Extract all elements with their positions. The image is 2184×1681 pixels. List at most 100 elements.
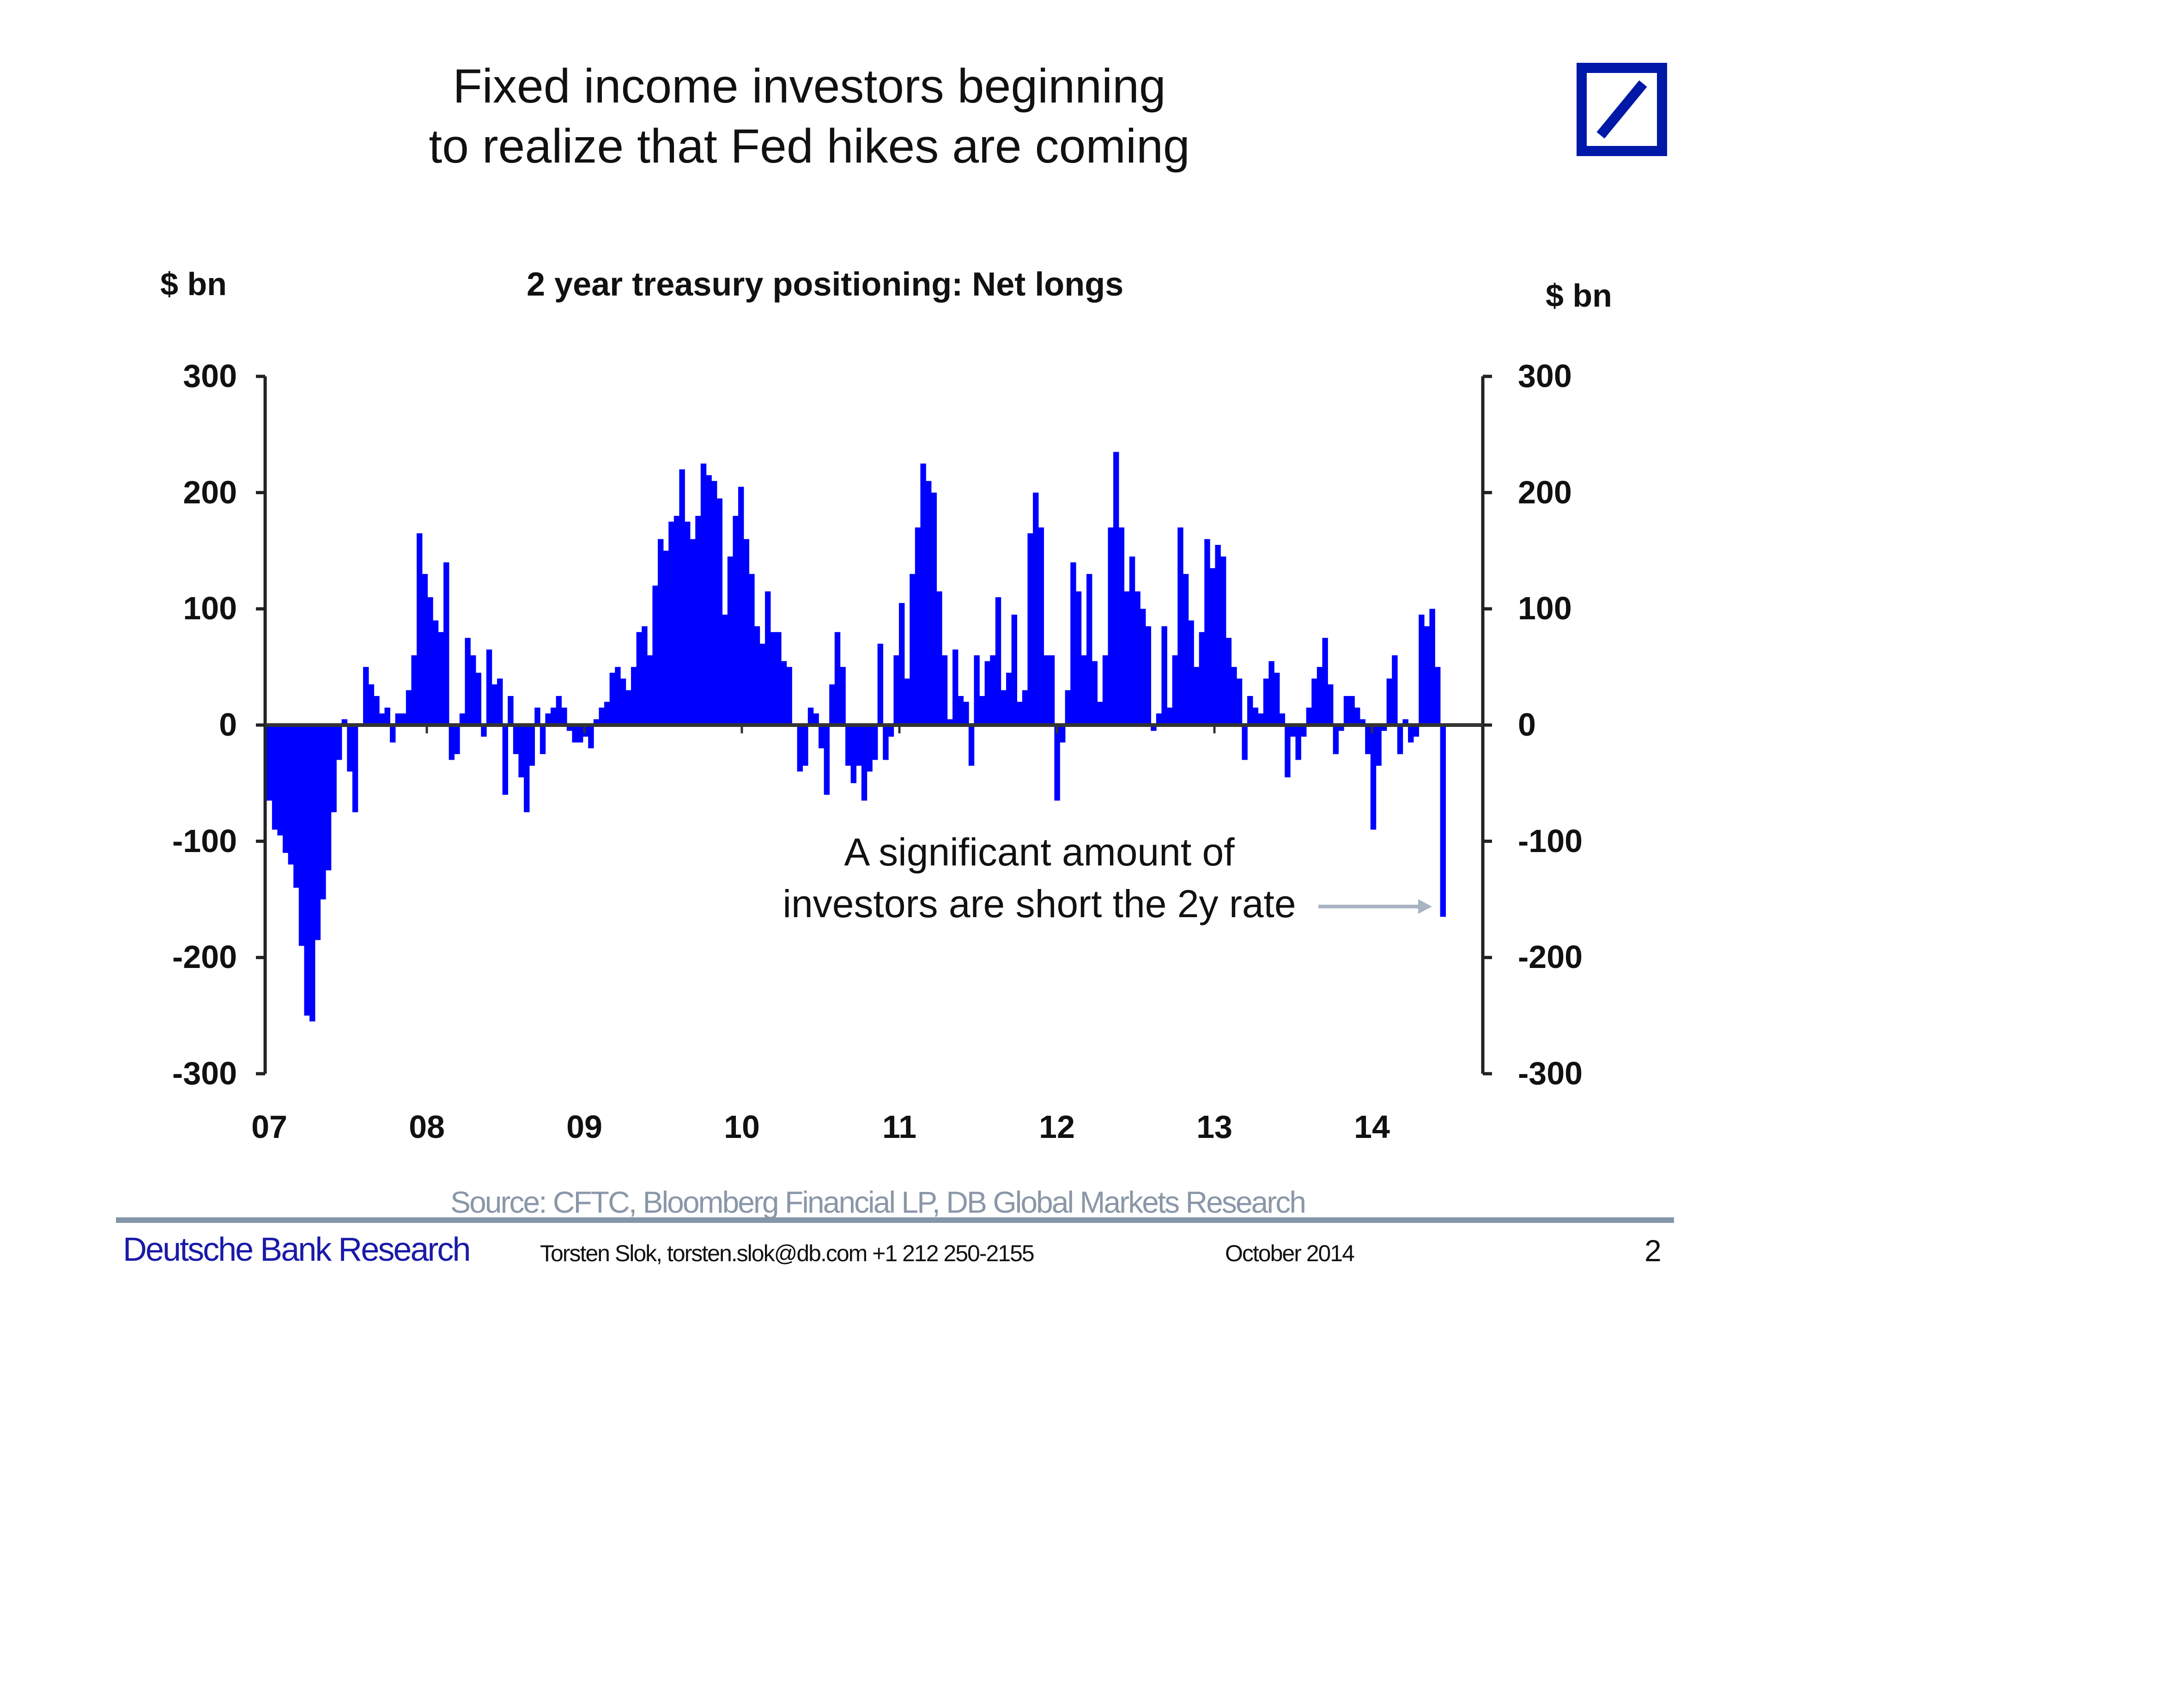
- bar: [941, 655, 948, 725]
- bar: [765, 591, 771, 725]
- bar: [1006, 672, 1012, 725]
- bar: [716, 498, 723, 725]
- bar: [1285, 725, 1291, 778]
- bar: [363, 667, 369, 725]
- bar: [577, 725, 583, 743]
- bar: [561, 707, 567, 725]
- bar: [1220, 556, 1226, 725]
- bar: [1413, 725, 1420, 737]
- bar: [556, 696, 562, 725]
- bar: [615, 667, 621, 725]
- bar: [1408, 725, 1414, 743]
- bar: [336, 725, 342, 760]
- footer-divider: [116, 1217, 1674, 1223]
- bar: [1065, 690, 1071, 725]
- bar: [990, 655, 996, 725]
- bar: [1092, 661, 1098, 725]
- bar: [1204, 539, 1210, 725]
- bar: [1424, 626, 1430, 725]
- bar: [1316, 667, 1323, 725]
- bar: [1081, 655, 1087, 725]
- bar: [845, 725, 851, 766]
- bar: [390, 725, 396, 743]
- bar: [899, 603, 905, 725]
- bar: [1022, 690, 1028, 725]
- bar: [1435, 667, 1441, 725]
- bar: [776, 632, 782, 725]
- right-y-tick-label: 200: [1518, 474, 1572, 510]
- bar: [1279, 713, 1286, 725]
- bar: [331, 725, 337, 812]
- bar: [819, 725, 825, 749]
- bar: [1043, 655, 1050, 725]
- bar: [685, 521, 691, 725]
- bar: [1183, 574, 1189, 725]
- bar: [700, 463, 707, 725]
- bar: [1322, 638, 1328, 725]
- bar: [738, 487, 744, 725]
- x-tick-label: 10: [724, 1109, 760, 1145]
- bar: [1145, 626, 1152, 725]
- bar: [679, 469, 685, 725]
- bar: [1268, 661, 1274, 725]
- bar: [427, 597, 433, 725]
- bar: [609, 672, 616, 725]
- bar: [840, 667, 846, 725]
- bar: [974, 655, 980, 725]
- bar: [910, 574, 916, 725]
- bar: [1134, 591, 1141, 725]
- bar: [931, 492, 937, 725]
- slide-title-line2: to realize that Fed hikes are coming: [429, 120, 1190, 173]
- bar: [465, 638, 471, 725]
- bar: [658, 539, 664, 725]
- bar: [395, 713, 401, 725]
- bar: [711, 481, 717, 725]
- source-note: Source: CFTC, Bloomberg Financial LP, DB…: [450, 1185, 1306, 1219]
- bar: [963, 701, 969, 725]
- bar: [347, 725, 353, 772]
- bar: [1070, 562, 1076, 725]
- bar: [1124, 591, 1130, 725]
- bar: [368, 684, 375, 725]
- bar: [449, 725, 455, 760]
- bar: [1060, 725, 1066, 743]
- bar: [888, 725, 894, 737]
- bar: [856, 725, 862, 766]
- footer-contact: Torsten Slok, torsten.slok@db.com +1 212…: [540, 1240, 1035, 1266]
- bar: [926, 481, 932, 725]
- bar: [497, 678, 503, 725]
- bar: [1001, 690, 1007, 725]
- bar: [1376, 725, 1382, 766]
- bar: [1354, 707, 1360, 725]
- bar: [936, 591, 942, 725]
- bar: [1086, 574, 1092, 725]
- bar: [1349, 696, 1355, 725]
- bar: [1429, 609, 1435, 725]
- annotation-text: A significant amount of investors are sh…: [716, 827, 1363, 930]
- bar: [432, 620, 439, 725]
- bar: [277, 725, 283, 836]
- chart-title: 2 year treasury positioning: Net longs: [527, 266, 1124, 303]
- bar: [958, 696, 964, 725]
- bar: [502, 725, 509, 795]
- bar: [551, 707, 557, 725]
- bar: [1054, 725, 1060, 801]
- bar: [1225, 638, 1232, 725]
- bar: [1301, 725, 1307, 737]
- left-y-tick-label: -300: [172, 1055, 237, 1091]
- bar: [952, 649, 959, 725]
- bar: [904, 678, 910, 725]
- bar: [743, 539, 750, 725]
- bar: [749, 574, 755, 725]
- bar: [1167, 707, 1173, 725]
- bar: [625, 690, 631, 725]
- bar: [1290, 725, 1296, 737]
- bar: [315, 725, 321, 940]
- bar: [652, 586, 658, 725]
- bar: [1419, 614, 1425, 725]
- bar: [491, 684, 497, 725]
- bar: [968, 725, 975, 766]
- bar: [1252, 707, 1259, 725]
- bar: [459, 713, 466, 725]
